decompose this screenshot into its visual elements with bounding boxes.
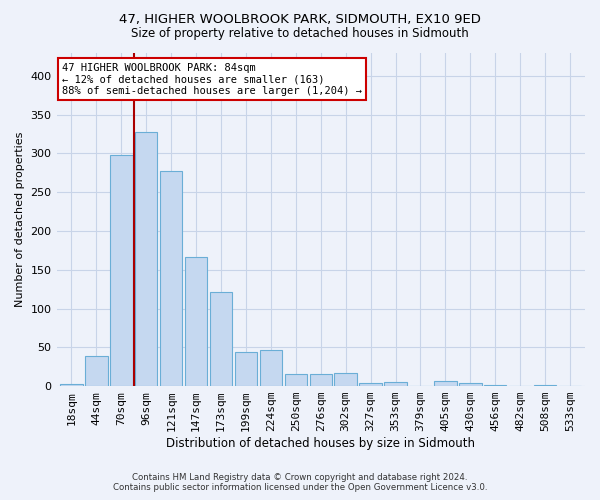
Bar xyxy=(185,256,208,386)
Bar xyxy=(260,350,282,386)
Bar xyxy=(60,384,83,386)
Bar xyxy=(210,292,232,386)
Text: 47, HIGHER WOOLBROOK PARK, SIDMOUTH, EX10 9ED: 47, HIGHER WOOLBROOK PARK, SIDMOUTH, EX1… xyxy=(119,12,481,26)
Bar xyxy=(110,155,133,386)
Bar xyxy=(484,384,506,386)
Bar xyxy=(385,382,407,386)
Bar xyxy=(85,356,107,386)
Bar xyxy=(160,171,182,386)
Text: 47 HIGHER WOOLBROOK PARK: 84sqm
← 12% of detached houses are smaller (163)
88% o: 47 HIGHER WOOLBROOK PARK: 84sqm ← 12% of… xyxy=(62,62,362,96)
Text: Contains HM Land Registry data © Crown copyright and database right 2024.
Contai: Contains HM Land Registry data © Crown c… xyxy=(113,473,487,492)
Bar xyxy=(284,374,307,386)
Bar xyxy=(459,383,482,386)
Bar xyxy=(135,132,157,386)
Bar xyxy=(434,382,457,386)
Y-axis label: Number of detached properties: Number of detached properties xyxy=(15,132,25,307)
Bar xyxy=(235,352,257,386)
X-axis label: Distribution of detached houses by size in Sidmouth: Distribution of detached houses by size … xyxy=(166,437,475,450)
Bar xyxy=(334,373,357,386)
Bar xyxy=(310,374,332,386)
Text: Size of property relative to detached houses in Sidmouth: Size of property relative to detached ho… xyxy=(131,28,469,40)
Bar xyxy=(534,384,556,386)
Bar xyxy=(359,383,382,386)
